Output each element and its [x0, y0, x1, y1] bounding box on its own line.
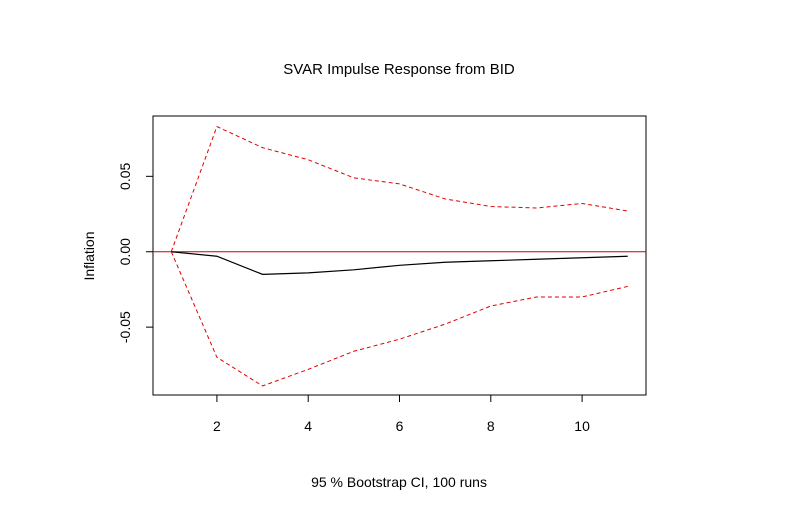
x-axis-label: 95 % Bootstrap CI, 100 runs: [311, 474, 487, 490]
x-axis: 2 4 6 8 10: [213, 395, 590, 434]
y-tick-label: 0.05: [117, 162, 133, 189]
chart-title: SVAR Impulse Response from BID: [283, 61, 515, 78]
y-axis-label: Inflation: [81, 231, 97, 280]
ci-lower-line: [170, 251, 628, 387]
y-tick-label: 0.00: [117, 238, 133, 265]
y-tick-label: -0.05: [117, 311, 133, 343]
x-tick-label: 4: [304, 418, 312, 434]
x-tick-label: 10: [574, 418, 590, 434]
plot-frame: [152, 115, 647, 396]
series-layer: [170, 125, 628, 387]
x-tick-label: 6: [396, 418, 404, 434]
x-tick-label: 2: [213, 418, 221, 434]
y-axis: 0.05 0.00 -0.05: [117, 162, 153, 343]
ci-upper-line: [170, 125, 628, 252]
x-tick-label: 8: [487, 418, 495, 434]
impulse-response-line: [171, 251, 628, 275]
